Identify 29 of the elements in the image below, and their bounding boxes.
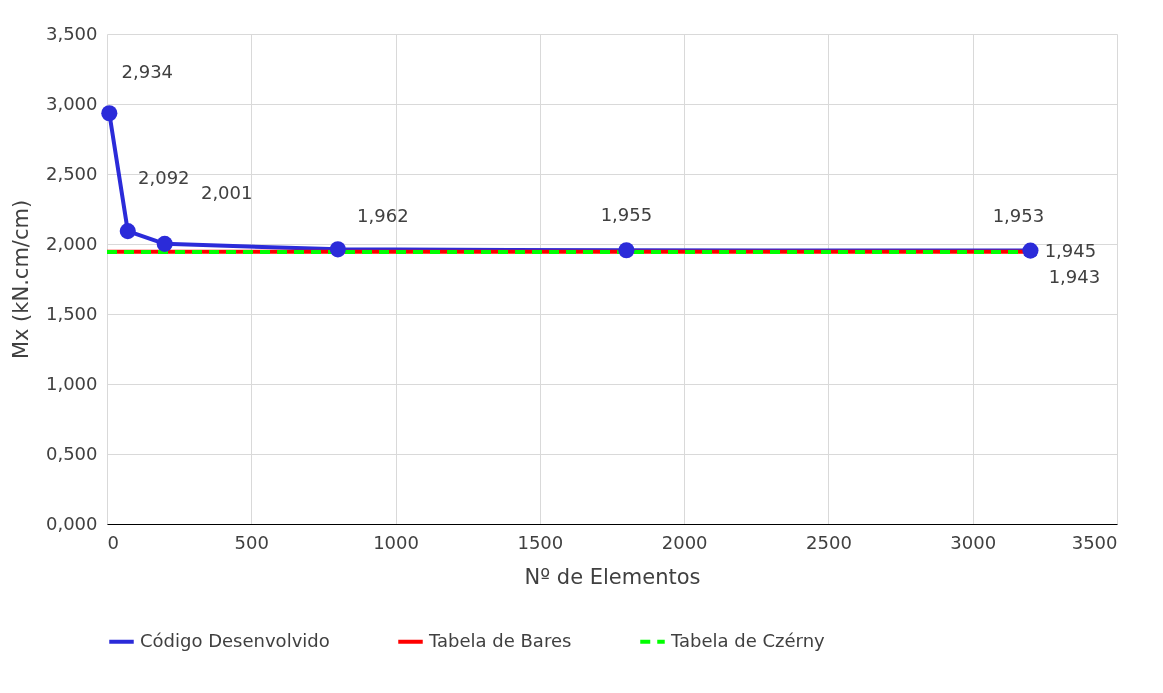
data-label: 1,955	[600, 204, 653, 226]
y-tick-label: 0,500	[45, 442, 98, 464]
x-tick-label: 500	[234, 531, 269, 553]
data-label: 1,962	[357, 205, 409, 227]
legend-label: Tabela de Bares	[428, 629, 572, 651]
y-tick-label: 2,500	[45, 162, 98, 184]
data-label: 2,092	[138, 167, 190, 189]
y-axis-title: Mx (kN.cm/cm)	[8, 199, 33, 360]
y-tick-label: 1,000	[45, 372, 98, 394]
x-tick-label: 1500	[517, 531, 564, 553]
y-tick-label: 2,000	[45, 232, 98, 254]
y-tick-label: 0,000	[45, 512, 98, 534]
x-tick-label: 1000	[373, 531, 419, 553]
x-tick-label: 0	[107, 531, 119, 553]
x-axis-title: Nº de Elementos	[524, 564, 701, 589]
data-label: 2,934	[121, 61, 174, 83]
data-label: 2,001	[200, 181, 253, 203]
y-tick-label: 3,000	[45, 92, 98, 114]
legend-label: Tabela de Czérny	[670, 629, 826, 651]
x-tick-label: 3500	[1071, 531, 1118, 553]
data-label: 1,943	[1048, 265, 1101, 287]
y-tick-label: 3,500	[45, 22, 98, 44]
x-tick-label: 2000	[661, 531, 708, 553]
data-label: 1,945	[1044, 239, 1097, 261]
data-label: 1,953	[992, 204, 1045, 226]
legend-label: Código Desenvolvido	[140, 629, 330, 651]
x-tick-label: 3000	[950, 531, 997, 553]
x-tick-label: 2500	[806, 531, 852, 553]
y-tick-label: 1,500	[45, 302, 98, 324]
